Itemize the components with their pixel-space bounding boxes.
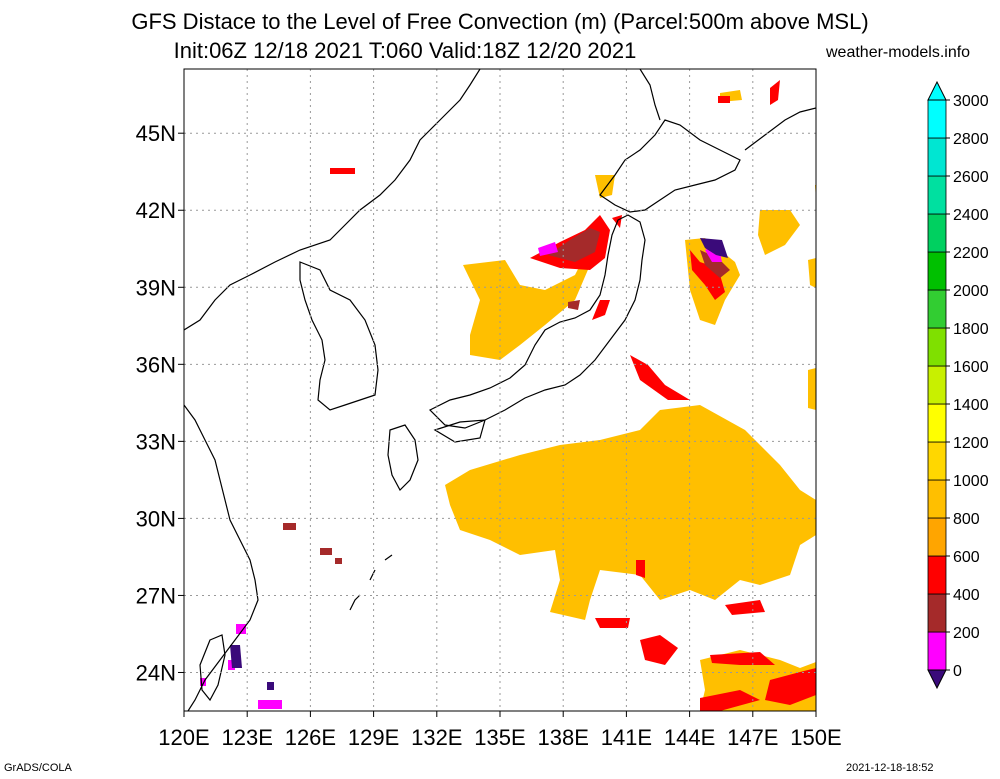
coast-china-east [184,404,259,711]
colorbar-label: 2600 [953,169,989,186]
graticule [184,69,816,711]
colorbar-label: 2000 [953,283,989,300]
lon-label: 144E [664,725,715,750]
footer-software: GrADS/COLA [4,762,72,774]
colorbar-swatch [927,517,947,557]
lat-label: 33N [136,429,176,454]
colorbar-label: 1200 [953,435,989,452]
coast-sakhalin [639,69,661,121]
colorbar-swatch [927,99,947,139]
colorbar-label: 1000 [953,473,989,490]
lon-label: 135E [474,725,525,750]
colorbar: 0 200 400 600 800 1000 1200 1400 1600 1800 2000 220… [927,80,989,690]
lon-label: 129E [348,725,399,750]
lon-label: 138E [538,725,589,750]
colorbar-over-arrow [927,80,947,101]
credit-text: weather-models.info [826,44,971,61]
lon-label: 132E [411,725,462,750]
colorbar-swatch [927,175,947,215]
colorbar-swatch [927,251,947,291]
map-subtitle: Init:06Z 12/18 2021 T:060 Valid:18Z 12/2… [173,38,637,63]
lat-label: 39N [136,275,176,300]
coast-hokkaido [599,119,741,213]
coast-kyushu [387,424,419,491]
lat-label: 36N [136,352,176,377]
footer-timestamp: 2021-12-18-18:52 [846,762,934,774]
field-yellow [445,90,816,711]
coast-kuril [744,107,816,151]
colorbar-label: 2800 [953,131,989,148]
lat-label: 27N [136,583,176,608]
lon-label: 123E [222,725,273,750]
field-brown [283,228,730,564]
lon-label: 141E [601,725,652,750]
colorbar-swatch [927,403,947,443]
colorbar-label: 1400 [953,397,989,414]
coast-korea [299,261,379,411]
lon-label: 126E [285,725,336,750]
colorbar-swatch [927,365,947,405]
colorbar-swatch [927,213,947,253]
colorbar-swatch [927,479,947,519]
lat-label: 42N [136,198,176,223]
field-purple [230,238,728,690]
coast-shikoku [433,419,486,443]
lat-label: 45N [136,121,176,146]
colorbar-label: 800 [953,511,980,528]
lat-label: 24N [136,660,176,685]
colorbar-swatch [927,631,947,671]
colorbar-label: 400 [953,587,980,604]
colorbar-label: 3000 [953,93,989,110]
lfc-field [200,80,816,711]
colorbar-label: 200 [953,625,980,642]
colorbar-swatch [927,327,947,367]
colorbar-swatch [927,137,947,177]
colorbar-label: 1600 [953,359,989,376]
colorbar-swatch [927,593,947,633]
coast-taiwan [199,634,226,702]
colorbar-label: 2200 [953,245,989,262]
colorbar-swatch [927,289,947,329]
lon-label: 120E [158,725,209,750]
colorbar-under-arrow [927,669,947,690]
colorbar-label: 2400 [953,207,989,224]
lon-axis: 120E 123E 126E 129E 132E 135E 138E 141E 144E 147E… [158,711,842,750]
colorbar-swatch [927,555,947,595]
map-title: GFS Distace to the Level of Free Convect… [131,9,869,34]
colorbar-label: 0 [953,663,962,680]
colorbar-swatch [927,441,947,481]
lat-label: 30N [136,506,176,531]
colorbar-label: 1800 [953,321,989,338]
coast-honshu [428,214,646,429]
colorbar-label: 600 [953,549,980,566]
lon-label: 147E [727,725,778,750]
lon-label: 150E [790,725,841,750]
lat-axis: 45N 42N 39N 36N 33N 30N 27N 24N [136,121,184,685]
coast-ryukyu [349,554,393,611]
